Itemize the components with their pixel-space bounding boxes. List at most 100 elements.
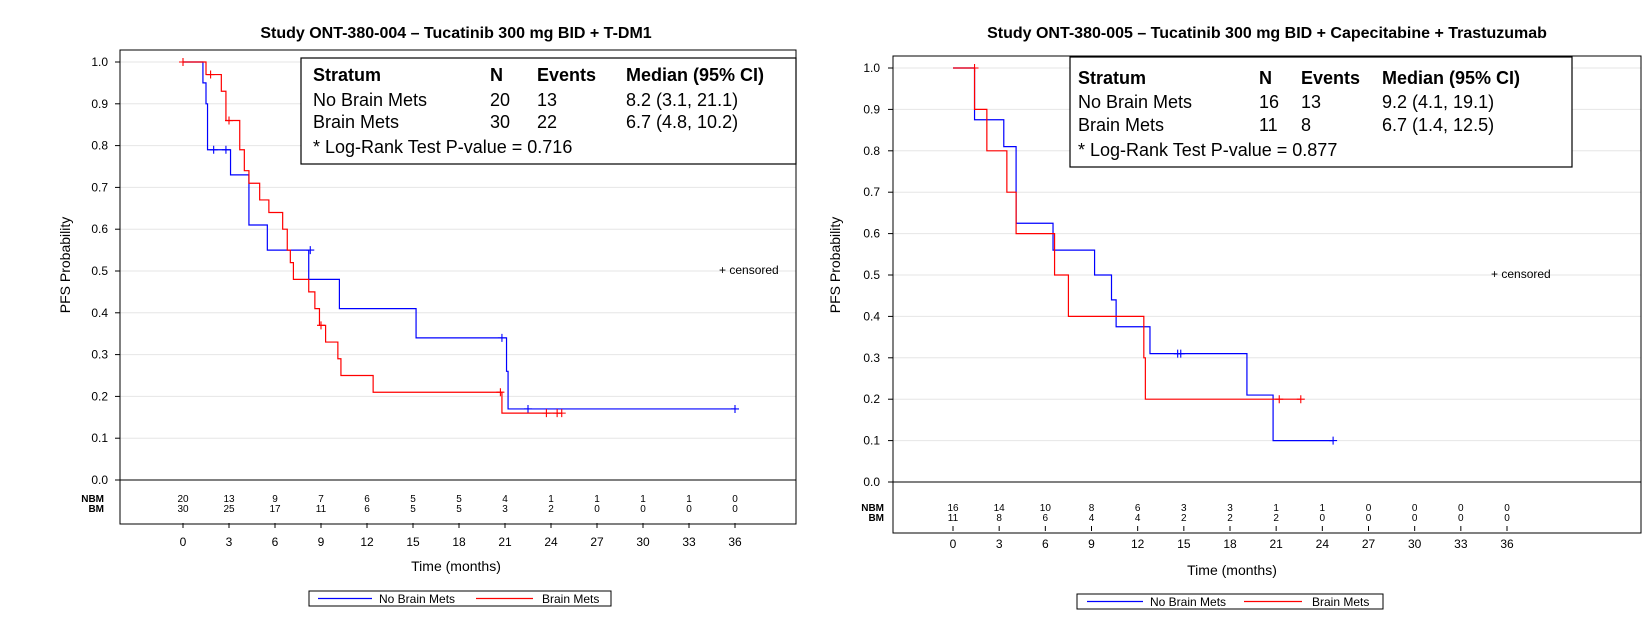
y-tick-label: 0.0 bbox=[863, 475, 880, 489]
risk-count-bm: 5 bbox=[410, 504, 416, 515]
risk-count-bm: 2 bbox=[1273, 513, 1279, 524]
risk-count-bm: 11 bbox=[948, 513, 959, 524]
risk-count-bm: 3 bbox=[502, 504, 508, 515]
risk-count-bm: 0 bbox=[732, 504, 738, 515]
y-tick-label: 0.5 bbox=[91, 264, 108, 278]
risk-count-nbm: 5 bbox=[410, 494, 416, 505]
risk-count-bm: 11 bbox=[316, 504, 327, 515]
x-tick-label: 30 bbox=[636, 535, 650, 549]
y-tick-label: 0.4 bbox=[91, 306, 108, 320]
y-tick-label: 1.0 bbox=[91, 55, 108, 69]
risk-count-nbm: 0 bbox=[1412, 503, 1418, 514]
x-tick-label: 24 bbox=[544, 535, 558, 549]
risk-row-label-nbm: NBM bbox=[81, 494, 104, 505]
risk-count-nbm: 1 bbox=[686, 494, 692, 505]
y-tick-label: 0.2 bbox=[91, 389, 108, 403]
x-tick-label: 21 bbox=[498, 535, 512, 549]
km-panel-ont-380-005: Study ONT-380-005 – Tucatinib 300 mg BID… bbox=[827, 25, 1642, 610]
x-tick-label: 9 bbox=[1088, 537, 1095, 551]
stats-row-bm-median: 6.7 (1.4, 12.5) bbox=[1382, 115, 1494, 135]
y-tick-label: 0.1 bbox=[863, 434, 880, 448]
risk-count-nbm: 0 bbox=[1458, 503, 1464, 514]
x-tick-label: 6 bbox=[272, 535, 279, 549]
stats-footnote: * Log-Rank Test P-value = 0.716 bbox=[313, 137, 572, 157]
censor-mark bbox=[209, 145, 218, 154]
stats-header-median: Median (95% CI) bbox=[1382, 68, 1520, 88]
y-axis-ticks: 0.0 0.1 0.2 0.3 0.4 0.5 0.6 0.7 0.8 0.9 1.0 bbox=[91, 55, 120, 487]
legend-frame bbox=[308, 590, 612, 607]
risk-count-bm: 4 bbox=[1135, 513, 1141, 524]
censor-mark bbox=[1296, 395, 1305, 404]
x-tick-label: 36 bbox=[728, 535, 742, 549]
risk-row-label-bm: BM bbox=[88, 504, 104, 515]
legend-label-no-brain-mets: No Brain Mets bbox=[379, 592, 455, 606]
y-tick-label: 0.2 bbox=[863, 392, 880, 406]
y-tick-label: 0.5 bbox=[863, 268, 880, 282]
risk-count-nbm: 3 bbox=[1181, 503, 1187, 514]
y-tick-label: 0.9 bbox=[863, 102, 880, 116]
stats-row-bm-n: 11 bbox=[1259, 115, 1278, 135]
risk-count-bm: 5 bbox=[456, 504, 462, 515]
risk-count-bm: 4 bbox=[1089, 513, 1095, 524]
censored-label: + censored bbox=[1491, 267, 1551, 281]
x-tick-label: 21 bbox=[1269, 537, 1283, 551]
y-tick-label: 0.3 bbox=[863, 351, 880, 365]
stats-header-n: N bbox=[490, 65, 503, 85]
risk-count-nbm: 16 bbox=[947, 503, 959, 514]
risk-count-bm: 0 bbox=[686, 504, 692, 515]
y-tick-label: 0.1 bbox=[91, 431, 108, 445]
risk-count-nbm: 6 bbox=[1135, 503, 1141, 514]
x-tick-label: 27 bbox=[590, 535, 604, 549]
x-tick-label: 12 bbox=[1131, 537, 1145, 551]
stats-header-events: Events bbox=[1301, 68, 1360, 88]
risk-count-nbm: 0 bbox=[1366, 503, 1372, 514]
risk-count-nbm: 1 bbox=[1273, 503, 1279, 514]
censor-mark bbox=[1176, 349, 1185, 358]
risk-count-bm: 6 bbox=[364, 504, 370, 515]
censor-mark bbox=[496, 388, 505, 397]
legend-label-brain-mets: Brain Mets bbox=[1312, 595, 1369, 609]
stats-header-n: N bbox=[1259, 68, 1272, 88]
km-curve-no-brain-mets bbox=[183, 61, 735, 410]
risk-count-bm: 30 bbox=[177, 504, 189, 515]
risk-count-nbm: 3 bbox=[1227, 503, 1233, 514]
stats-box: Stratum N Events Median (95% CI) No Brai… bbox=[1069, 56, 1573, 168]
survival-curves bbox=[953, 64, 1338, 445]
chart-title: Study ONT-380-005 – Tucatinib 300 mg BID… bbox=[987, 25, 1547, 42]
risk-count-bm: 2 bbox=[548, 504, 554, 515]
x-axis-ticks: 0 3 6 9 12 15 18 21 24 27 30 33 36 bbox=[950, 526, 1514, 551]
x-tick-label: 30 bbox=[1408, 537, 1422, 551]
km-panel-ont-380-004: Study ONT-380-004 – Tucatinib 300 mg BID… bbox=[57, 25, 797, 607]
plot-frame bbox=[892, 55, 1642, 534]
censor-mark bbox=[179, 58, 187, 66]
y-tick-label: 0.6 bbox=[91, 222, 108, 236]
censor-mark bbox=[206, 70, 215, 79]
stats-row-bm-n: 30 bbox=[490, 112, 510, 132]
x-tick-label: 3 bbox=[226, 535, 233, 549]
x-tick-label: 0 bbox=[950, 537, 957, 551]
stats-row-nbm-n: 16 bbox=[1259, 92, 1279, 112]
risk-count-bm: 0 bbox=[1320, 513, 1326, 524]
legend-label-brain-mets: Brain Mets bbox=[542, 592, 599, 606]
censor-mark bbox=[542, 409, 551, 418]
stats-footnote: * Log-Rank Test P-value = 0.877 bbox=[1078, 140, 1337, 160]
risk-count-nbm: 1 bbox=[594, 494, 600, 505]
chart-title: Study ONT-380-004 – Tucatinib 300 mg BID… bbox=[260, 25, 651, 42]
plot-frame bbox=[119, 49, 797, 525]
stats-header-events: Events bbox=[537, 65, 596, 85]
risk-count-bm: 0 bbox=[1412, 513, 1418, 524]
censor-mark bbox=[1275, 395, 1284, 404]
x-tick-label: 9 bbox=[318, 535, 325, 549]
y-axis-label: PFS Probability bbox=[827, 217, 843, 313]
grid-lines bbox=[893, 67, 1641, 483]
stats-box: Stratum N Events Median (95% CI) No Brai… bbox=[300, 57, 797, 165]
risk-count-nbm: 1 bbox=[640, 494, 646, 505]
x-tick-label: 12 bbox=[360, 535, 374, 549]
risk-count-nbm: 0 bbox=[1504, 503, 1510, 514]
stats-row-bm-median: 6.7 (4.8, 10.2) bbox=[626, 112, 738, 132]
stats-header-stratum: Stratum bbox=[1078, 68, 1146, 88]
stats-row-nbm-events: 13 bbox=[537, 90, 557, 110]
y-tick-label: 0.9 bbox=[91, 97, 108, 111]
